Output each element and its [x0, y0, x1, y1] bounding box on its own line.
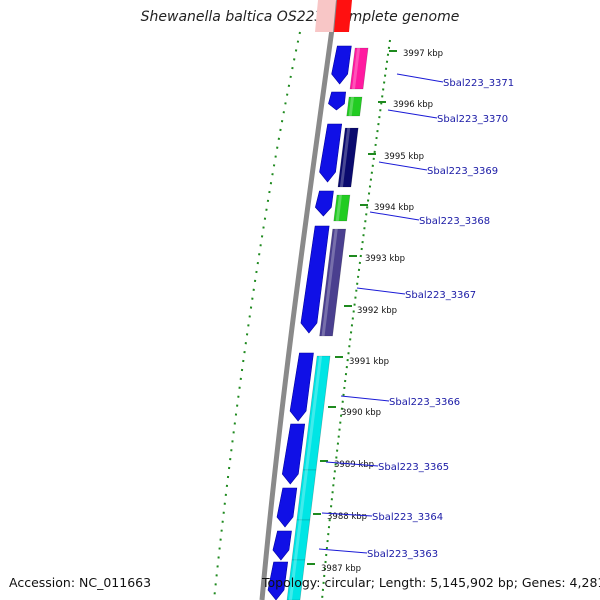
gene-label-leader	[378, 161, 428, 171]
gene-label-leader	[318, 548, 368, 554]
gene-label-Sbal223_3365[interactable]: Sbal223_3365	[378, 462, 449, 473]
gene-label-leader	[340, 395, 390, 402]
gene-label-Sbal223_3364[interactable]: Sbal223_3364	[372, 512, 443, 523]
scale-tick-label: 3993 kbp	[365, 254, 405, 264]
scale-tick-label: 3995 kbp	[384, 152, 424, 162]
forward-gene-arrow	[300, 225, 330, 334]
scale-tick-label: 3990 kbp	[341, 408, 381, 418]
forward-gene-arrow	[331, 45, 352, 85]
scale-tick-label: 3991 kbp	[349, 357, 389, 367]
gene-label-leader	[369, 211, 420, 221]
scale-tick-label: 3994 kbp	[374, 203, 414, 213]
gene-label-Sbal223_3370[interactable]: Sbal223_3370	[437, 114, 508, 125]
gene-label-leader	[387, 109, 438, 119]
forward-strand-genes	[267, 45, 352, 600]
gene-highlight	[339, 128, 351, 187]
forward-gene-arrow	[319, 123, 343, 183]
scale-tick-label: 3992 kbp	[357, 306, 397, 316]
reverse-gene-Sbal223_3368	[333, 194, 351, 222]
gene-partial-red	[334, 0, 352, 32]
gene-highlight	[289, 560, 297, 600]
gene-label-leader	[325, 461, 379, 467]
gene-label-leader	[396, 73, 444, 83]
gene-partial-pink	[315, 0, 336, 32]
gene-highlight	[321, 229, 338, 336]
gene-highlight	[348, 97, 355, 116]
topology-text: Topology: circular; Length: 5,145,902 bp…	[262, 575, 600, 590]
scale-tick-label: 3989 kbp	[334, 460, 374, 470]
gene-label-leader	[321, 512, 373, 517]
map-title: Shewanella baltica OS223, complete genom…	[140, 9, 460, 25]
gene-highlight	[352, 48, 361, 89]
gene-label-Sbal223_3369[interactable]: Sbal223_3369	[427, 166, 498, 177]
forward-gene-arrow	[328, 91, 346, 111]
outer-dotted-ring	[213, 31, 301, 600]
gene-highlight	[293, 520, 302, 560]
forward-gene-arrow	[315, 190, 334, 217]
scale-tick-label: 3997 kbp	[403, 49, 443, 59]
gene-label-leader	[356, 287, 406, 295]
gene-label-Sbal223_3371[interactable]: Sbal223_3371	[443, 78, 514, 89]
forward-gene-arrow	[289, 352, 314, 422]
inner-dotted-ring	[321, 39, 391, 600]
reverse-gene-Sbal223_3363	[286, 559, 306, 600]
gene-label-Sbal223_3363[interactable]: Sbal223_3363	[367, 549, 438, 560]
gene-highlight	[335, 195, 342, 221]
gene-highlight	[305, 356, 323, 470]
reverse-gene-Sbal223_3371	[349, 47, 369, 90]
reverse-gene-Sbal223_3370	[346, 96, 363, 117]
gene-label-Sbal223_3368[interactable]: Sbal223_3368	[419, 216, 490, 227]
forward-gene-arrow	[281, 423, 306, 485]
forward-gene-arrow	[267, 561, 289, 600]
scale-tick-label: 3988 kbp	[327, 512, 367, 522]
scale-tick-label: 3987 kbp	[321, 564, 361, 574]
gene-label-Sbal223_3366[interactable]: Sbal223_3366	[389, 397, 460, 408]
gene-label-Sbal223_3367[interactable]: Sbal223_3367	[405, 290, 476, 301]
accession-text: Accession: NC_011663	[9, 575, 152, 590]
reverse-gene-Sbal223_3369	[337, 127, 359, 188]
forward-gene-arrow	[272, 530, 292, 561]
scale-ticks: 3997 kbp 3996 kbp 3995 kbp 3994 kbp 3993 kbp…	[307, 49, 443, 574]
forward-gene-arrow	[276, 487, 298, 528]
reverse-gene-Sbal223_3367	[319, 228, 347, 337]
gene-labels: Sbal223_3371 Sbal223_3370 Sbal223_3369 Sbal…	[318, 73, 514, 560]
reverse-strand-genes	[286, 47, 369, 600]
genome-backbone	[259, 0, 339, 600]
gene-highlight	[298, 470, 309, 520]
scale-tick-label: 3996 kbp	[393, 100, 433, 110]
